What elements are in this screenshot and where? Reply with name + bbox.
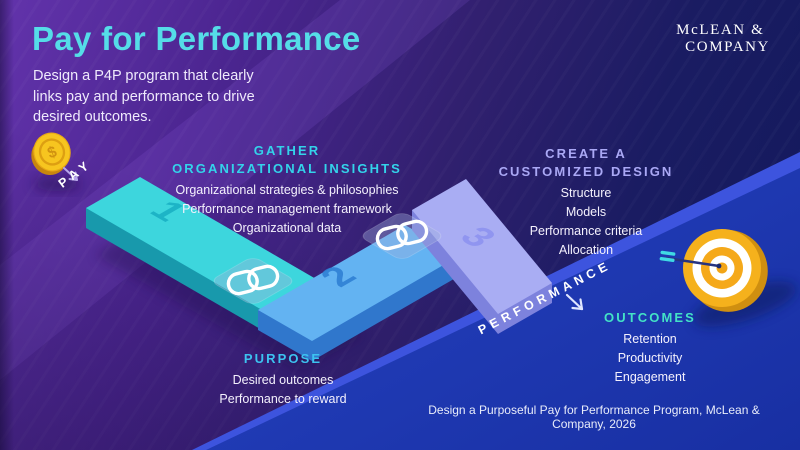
gather-item: Organizational strategies & philosophies bbox=[175, 183, 399, 198]
page-subtitle: Design a P4P program that clearly links … bbox=[33, 68, 255, 126]
target-dart-icon bbox=[659, 229, 768, 312]
step-3-slab: 3 bbox=[412, 179, 552, 334]
coin-dollar-icon: $ bbox=[31, 132, 71, 176]
company-logo: McLEAN & COMPANY bbox=[676, 22, 770, 57]
arrow-down-right-icon bbox=[63, 167, 78, 181]
outcomes-heading: OUTCOMES bbox=[604, 310, 696, 325]
link-icon bbox=[226, 264, 280, 296]
page-title: Pay for Performance bbox=[32, 20, 361, 57]
logo-line-1: McLEAN & bbox=[676, 22, 765, 38]
purpose-item: Performance to reward bbox=[219, 391, 347, 406]
link-tile-2 bbox=[362, 213, 442, 259]
design-item: Allocation bbox=[558, 242, 614, 257]
dart-fletching bbox=[659, 250, 676, 263]
logo-line-2: COMPANY bbox=[685, 39, 770, 56]
link-tile-1 bbox=[213, 258, 293, 304]
design-item: Performance criteria bbox=[529, 223, 643, 238]
purpose-block: PURPOSE Desired outcomes Performance to … bbox=[193, 350, 373, 409]
purpose-item: Desired outcomes bbox=[232, 373, 334, 388]
coin-shadow bbox=[33, 177, 81, 191]
gather-heading-line1: GATHER bbox=[253, 143, 321, 158]
gather-item: Performance management framework bbox=[182, 202, 392, 217]
design-item: Structure bbox=[560, 186, 612, 201]
source-citation: Design a Purposeful Pay for Performance … bbox=[428, 403, 760, 431]
design-item: Models bbox=[565, 205, 607, 220]
outcomes-item: Retention bbox=[623, 332, 677, 347]
customized-design-block: CREATE A CUSTOMIZED DESIGN Structure Mod… bbox=[498, 145, 674, 259]
outcomes-item: Productivity bbox=[617, 350, 683, 365]
dart-shaft bbox=[665, 256, 720, 268]
link-icon bbox=[375, 219, 429, 251]
purpose-heading: PURPOSE bbox=[243, 351, 323, 366]
gather-item: Organizational data bbox=[232, 220, 342, 235]
outcomes-item: Engagement bbox=[614, 369, 686, 384]
step-2-slab: 2 bbox=[258, 225, 459, 361]
design-heading-line1: CREATE A bbox=[545, 146, 627, 161]
background-left-strip bbox=[0, 0, 14, 450]
gather-heading-line2: ORGANIZATIONAL INSIGHTS bbox=[172, 161, 402, 177]
gather-insights-block: GATHER ORGANIZATIONAL INSIGHTS Organizat… bbox=[158, 142, 416, 238]
outcomes-block: OUTCOMES Retention Productivity Engageme… bbox=[570, 309, 730, 386]
design-heading-line2: CUSTOMIZED DESIGN bbox=[498, 164, 674, 180]
arrow-down-right-icon bbox=[565, 293, 584, 311]
